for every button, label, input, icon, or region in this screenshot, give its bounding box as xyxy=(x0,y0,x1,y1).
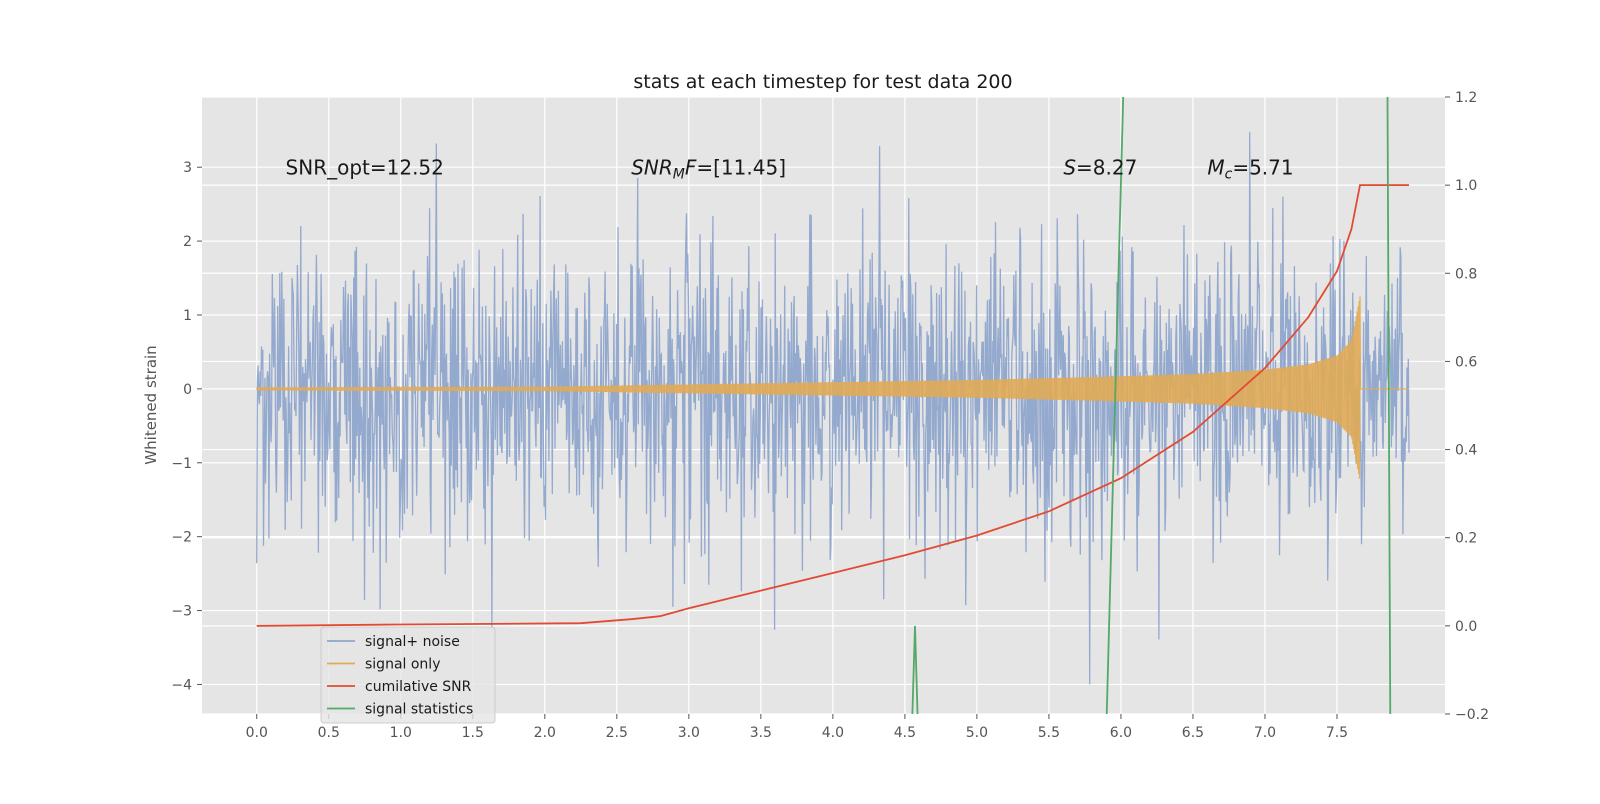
annotation-part: =[11.45] xyxy=(696,156,786,180)
annotation-part: M xyxy=(673,167,685,183)
legend-label: signal statistics xyxy=(365,702,473,718)
legend-label: signal only xyxy=(365,657,440,673)
y2-tick-label: −0.2 xyxy=(1455,707,1489,723)
y-tick-label: −2 xyxy=(171,530,192,546)
x-tick-label: 0.5 xyxy=(318,725,340,741)
y2-tick-label: 0.4 xyxy=(1455,443,1477,459)
y-tick-label: −4 xyxy=(171,677,192,693)
chart-title: stats at each timestep for test data 200 xyxy=(633,71,1012,93)
axes: 0.0 0.5 1.0 1.5 2.0 2.5 3.0 3.5 4.0 4.5 5.0 5.5 6.0 6… xyxy=(171,90,1489,741)
legend-label: signal+ noise xyxy=(365,634,460,650)
x-tick-label: 3.5 xyxy=(750,725,772,741)
series-cumulative-snr-line xyxy=(256,184,1409,627)
x-tick-label: 4.5 xyxy=(894,725,916,741)
y-tick-label: −1 xyxy=(171,456,192,472)
series-signal-statistics-line xyxy=(911,97,1392,714)
annotation-4: Mc=5.71 xyxy=(1207,156,1293,183)
y2-tick-label: 0.8 xyxy=(1455,266,1477,282)
annotation-part: M xyxy=(1207,156,1224,180)
annotation-part: SNR xyxy=(631,156,673,180)
legend-box xyxy=(320,626,496,724)
annotation-2: SNRMF=[11.45] xyxy=(631,156,786,183)
series-signal-only-line xyxy=(256,296,1409,479)
x-tick-label: 4.0 xyxy=(822,725,844,741)
y2-tick-label: 0.6 xyxy=(1455,354,1477,370)
x-tick-label: 7.5 xyxy=(1326,725,1348,741)
x-tick-label: 2.0 xyxy=(534,725,556,741)
y-tick-label: 1 xyxy=(183,308,192,324)
x-tick-label: 5.0 xyxy=(966,725,988,741)
annotation-3: S=8.27 xyxy=(1063,156,1137,180)
x-tick-label: 5.5 xyxy=(1038,725,1060,741)
x-tick-label: 6.5 xyxy=(1182,725,1204,741)
y-axis-label: Whitened strain xyxy=(142,345,160,464)
y-tick-label: −3 xyxy=(171,604,192,620)
annotation-part: c xyxy=(1225,167,1233,183)
series-layer xyxy=(256,97,1410,714)
y2-tick-label: 0.0 xyxy=(1455,619,1477,635)
annotation-part: F xyxy=(685,156,697,180)
x-tick-label: 3.0 xyxy=(678,725,700,741)
legend: signal+ noise signal only cumilative SNR si… xyxy=(320,626,496,724)
y2-tick-label: 1.2 xyxy=(1455,90,1477,106)
x-tick-label: 2.5 xyxy=(606,725,628,741)
y2-tick-label: 1.0 xyxy=(1455,178,1477,194)
annotation-part: =8.27 xyxy=(1076,156,1137,180)
y-tick-label: 3 xyxy=(183,160,192,176)
x-tick-label: 6.0 xyxy=(1110,725,1132,741)
x-tick-label: 1.0 xyxy=(390,725,412,741)
x-tick-label: 0.0 xyxy=(246,725,268,741)
annotation-1: SNR_opt=12.52 xyxy=(286,156,444,180)
x-tick-label: 1.5 xyxy=(462,725,484,741)
legend-label: cumilative SNR xyxy=(365,679,472,695)
annotation-part: =5.71 xyxy=(1232,156,1293,180)
annotations: SNR_opt=12.52 SNRMF=[11.45] S=8.27 Mc=5.71 xyxy=(286,156,1294,183)
series-signal-noise-line xyxy=(256,132,1410,685)
y-tick-label: 0 xyxy=(183,382,192,398)
y-tick-label: 2 xyxy=(183,234,192,250)
y2-tick-label: 0.2 xyxy=(1455,531,1477,547)
x-tick-label: 7.0 xyxy=(1254,725,1276,741)
annotation-part: S xyxy=(1063,156,1076,180)
